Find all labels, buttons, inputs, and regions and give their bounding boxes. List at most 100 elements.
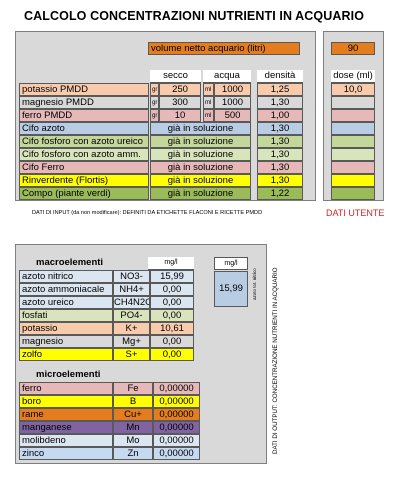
product-name: Rinverdente (Flortis) <box>19 174 149 187</box>
dose-input[interactable] <box>331 122 375 135</box>
unit-g-label: gr <box>152 113 158 119</box>
micro-value: 0,00000 <box>153 421 200 434</box>
macro-value: 0,00 <box>150 296 194 309</box>
densita-value: 1,30 <box>257 122 303 135</box>
total-unit-header: mg/l <box>214 257 248 270</box>
micro-formula: Mn <box>113 421 153 434</box>
unit-ml-label: ml <box>205 100 212 106</box>
unit-ml-label: ml <box>205 87 212 93</box>
micro-value: 0,00000 <box>153 434 200 447</box>
macro-name: magnesio <box>19 335 113 348</box>
dose-input[interactable] <box>331 161 375 174</box>
product-name: Cifo azoto <box>19 122 149 135</box>
macro-formula: S+ <box>113 348 150 361</box>
densita-value: 1,30 <box>257 148 303 161</box>
unit-g: gr <box>150 109 159 122</box>
unit-g-label: gr <box>152 100 158 106</box>
acqua-value[interactable]: 1000 <box>214 83 251 96</box>
user-data-label: DATI UTENTE <box>326 208 385 218</box>
micro-value: 0,00000 <box>153 447 200 460</box>
macro-name: zolfo <box>19 348 113 361</box>
macro-title: macroelementi <box>36 257 104 268</box>
micro-title: microelementi <box>36 369 101 380</box>
micro-formula: B <box>113 395 153 408</box>
macro-value: 10,61 <box>150 322 194 335</box>
macro-name: potassio <box>19 322 113 335</box>
header-secco: secco <box>150 70 201 83</box>
dose-input[interactable] <box>331 187 375 200</box>
micro-name: boro <box>19 395 113 408</box>
header-densita: densità <box>257 70 303 83</box>
unit-ml: ml <box>203 96 214 109</box>
volume-input[interactable]: 90 <box>331 42 375 55</box>
densita-value: 1,00 <box>257 109 303 122</box>
macro-value: 15,99 <box>150 270 194 283</box>
solution-label: già in soluzione <box>150 161 251 174</box>
acqua-value[interactable]: 500 <box>214 109 251 122</box>
micro-name: rame <box>19 408 113 421</box>
total-side-label: azoto tot. nitrico <box>252 268 257 300</box>
unit-g: gr <box>150 96 159 109</box>
densita-value: 1,30 <box>257 161 303 174</box>
macro-value: 0,00 <box>150 309 194 322</box>
product-name: potassio PMDD <box>19 83 149 96</box>
macro-unit-header: mg/l <box>148 257 194 270</box>
dose-input[interactable] <box>331 148 375 161</box>
macro-name: azoto ureico <box>19 296 113 309</box>
product-name: ferro PMDD <box>19 109 149 122</box>
micro-value: 0,00000 <box>153 382 200 395</box>
macro-value: 0,00 <box>150 335 194 348</box>
micro-name: manganese <box>19 421 113 434</box>
header-dose: dose (ml) <box>331 70 375 83</box>
dose-input[interactable] <box>331 109 375 122</box>
densita-value: 1,25 <box>257 83 303 96</box>
unit-ml: ml <box>203 109 214 122</box>
macro-formula: PO4- <box>113 309 150 322</box>
secco-value[interactable]: 10 <box>159 109 201 122</box>
densita-value: 1,22 <box>257 187 303 200</box>
micro-formula: Fe <box>113 382 153 395</box>
secco-value[interactable]: 300 <box>159 96 201 109</box>
densita-value: 1,30 <box>257 174 303 187</box>
macro-formula: Mg+ <box>113 335 150 348</box>
solution-label: già in soluzione <box>150 148 251 161</box>
product-name: Cifo fosforo con azoto ureico <box>19 135 149 148</box>
volume-label: volume netto acquario (litri) <box>148 42 300 55</box>
macro-formula: NH4+ <box>113 283 150 296</box>
solution-label: già in soluzione <box>150 122 251 135</box>
total-nitrogen-value: 15,99 <box>214 271 248 307</box>
unit-ml: ml <box>203 83 214 96</box>
macro-value: 0,00 <box>150 283 194 296</box>
solution-label: già in soluzione <box>150 187 251 200</box>
macro-name: azoto ammoniacale <box>19 283 113 296</box>
micro-name: molibdeno <box>19 434 113 447</box>
product-name: magnesio PMDD <box>19 96 149 109</box>
densita-value: 1,30 <box>257 135 303 148</box>
micro-formula: Zn <box>113 447 153 460</box>
unit-ml-label: ml <box>205 113 212 119</box>
macro-value: 0,00 <box>150 348 194 361</box>
input-note: DATI DI INPUT (da non modificare): DEFIN… <box>32 210 263 216</box>
micro-name: ferro <box>19 382 113 395</box>
header-acqua: acqua <box>203 70 251 83</box>
acqua-value[interactable]: 1000 <box>214 96 251 109</box>
densita-value: 1,30 <box>257 96 303 109</box>
micro-value: 0,00000 <box>153 395 200 408</box>
macro-name: fosfati <box>19 309 113 322</box>
product-name: Cifo fosforo con azoto amm. <box>19 148 149 161</box>
macro-formula: CH4N2O <box>113 296 150 309</box>
dose-input[interactable] <box>331 96 375 109</box>
solution-label: già in soluzione <box>150 135 251 148</box>
micro-formula: Cu+ <box>113 408 153 421</box>
micro-value: 0,00000 <box>153 408 200 421</box>
dose-input[interactable] <box>331 174 375 187</box>
product-name: Cifo Ferro <box>19 161 149 174</box>
output-note: DATI DI OUTPUT: CONCENTRAZIONE NUTRIENTI… <box>272 267 279 454</box>
total-nitrogen-text: 15,99 <box>219 283 243 294</box>
secco-value[interactable]: 250 <box>159 83 201 96</box>
macro-formula: NO3- <box>113 270 150 283</box>
macro-formula: K+ <box>113 322 150 335</box>
micro-formula: Mo <box>113 434 153 447</box>
dose-input[interactable] <box>331 135 375 148</box>
dose-input[interactable]: 10,0 <box>331 83 375 96</box>
